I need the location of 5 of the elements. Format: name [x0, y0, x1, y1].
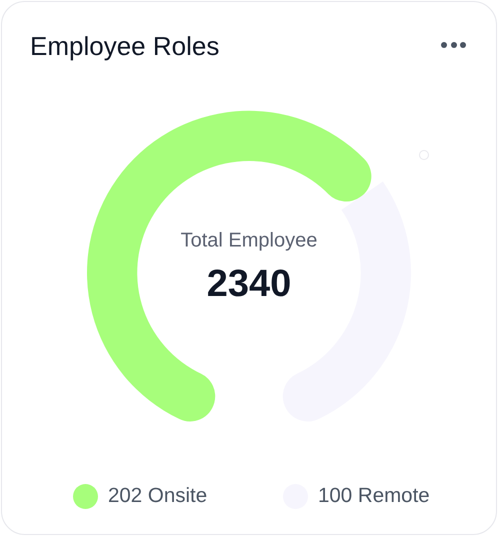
text: Total Employee [180, 229, 318, 252]
legend-label: 100 Remote [318, 484, 430, 508]
legend-label: 202 Onsite [108, 484, 208, 508]
chart-title: Employee Roles [30, 30, 220, 62]
text: 2340 [206, 263, 292, 306]
